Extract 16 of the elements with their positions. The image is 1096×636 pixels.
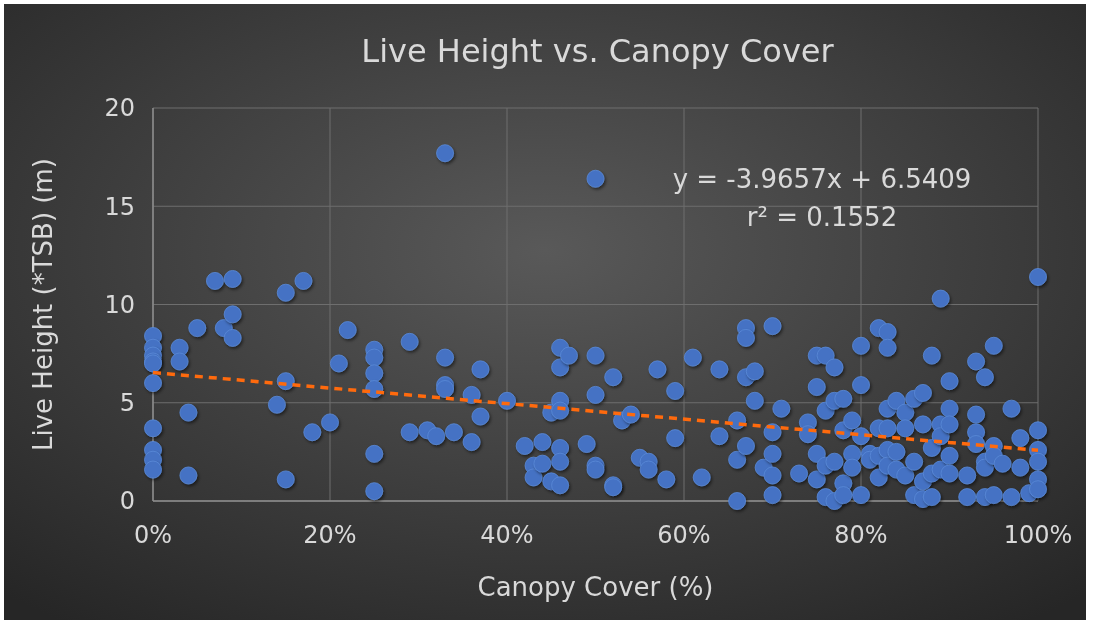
y-tick-label: 0 — [119, 487, 135, 516]
chart-title: Live Height vs. Canopy Cover — [361, 32, 835, 70]
annotation: y = -3.9657x + 6.5409 — [672, 164, 972, 194]
y-tick-label: 15 — [104, 192, 135, 221]
x-tick-label: 80% — [834, 521, 888, 549]
x-tick-label: 40% — [480, 521, 534, 549]
x-axis-title: Canopy Cover (%) — [477, 572, 714, 602]
y-axis-title: Live Height (*TSB) (m) — [28, 158, 58, 451]
annotation: r² = 0.1552 — [746, 202, 898, 232]
x-tick-label: 100% — [1003, 521, 1073, 549]
y-tick-label: 20 — [104, 94, 135, 123]
x-tick-label: 20% — [303, 521, 357, 549]
y-tick-label: 10 — [104, 290, 135, 319]
y-tick-label: 5 — [119, 389, 135, 418]
x-tick-label: 60% — [657, 521, 711, 549]
x-tick-label: 0% — [133, 521, 173, 549]
